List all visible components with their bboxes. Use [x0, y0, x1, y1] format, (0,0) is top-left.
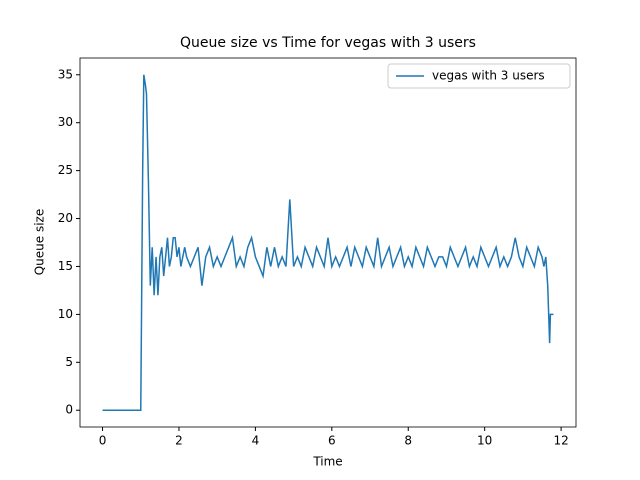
- y-tick-label: 20: [58, 211, 73, 225]
- x-tick-label: 12: [553, 434, 568, 448]
- x-tick-label: 4: [252, 434, 260, 448]
- legend-box: [387, 63, 571, 89]
- y-tick-label: 0: [65, 403, 73, 417]
- chart-title: Queue size vs Time for vegas with 3 user…: [180, 35, 476, 51]
- x-tick-label: 8: [404, 434, 412, 448]
- y-tick-label: 10: [58, 307, 73, 321]
- y-axis-label: Queue size: [33, 209, 47, 276]
- series-line: [102, 74, 554, 411]
- x-tick-label: 2: [175, 434, 183, 448]
- y-tick-label: 15: [58, 259, 73, 273]
- legend-label: vegas with 3 users: [432, 69, 545, 83]
- y-tick-label: 30: [58, 115, 73, 129]
- x-axis-label: Time: [312, 455, 342, 469]
- y-tick-label: 35: [58, 67, 73, 81]
- y-tick-label: 25: [58, 163, 73, 177]
- x-tick-label: 0: [99, 434, 107, 448]
- y-tick-label: 5: [65, 355, 73, 369]
- plot-frame: [79, 57, 577, 428]
- x-tick-label: 10: [477, 434, 492, 448]
- x-tick-label: 6: [328, 434, 336, 448]
